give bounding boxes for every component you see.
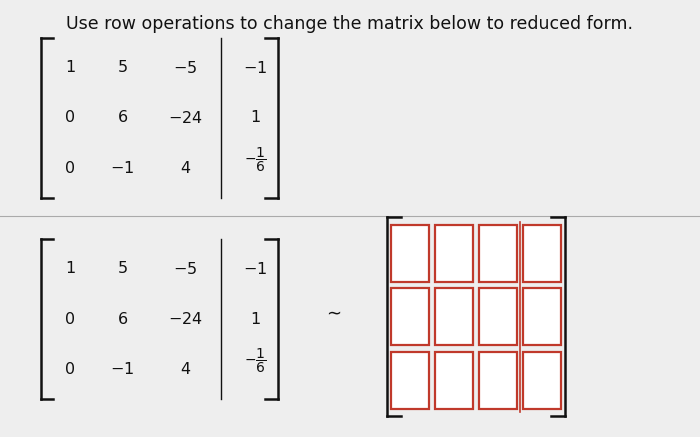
Text: 1: 1 [251, 312, 260, 326]
Text: 0: 0 [65, 362, 75, 377]
Bar [435, 288, 473, 345]
Text: Use row operations to change the matrix below to reduced form.: Use row operations to change the matrix … [66, 15, 634, 33]
Text: $-1$: $-1$ [244, 60, 267, 76]
Bar [435, 352, 473, 409]
Text: $-\dfrac{1}{6}$: $-\dfrac{1}{6}$ [244, 146, 267, 173]
Text: 1: 1 [251, 111, 260, 125]
Bar [391, 352, 429, 409]
Text: $-\dfrac{1}{6}$: $-\dfrac{1}{6}$ [244, 347, 267, 375]
Bar [523, 352, 561, 409]
Text: 1: 1 [65, 60, 75, 75]
Text: 6: 6 [118, 111, 127, 125]
Text: $-24$: $-24$ [168, 110, 203, 126]
Bar [479, 288, 517, 345]
Text: 5: 5 [118, 261, 127, 276]
Text: $-24$: $-24$ [168, 311, 203, 327]
Bar [523, 288, 561, 345]
Text: 4: 4 [181, 362, 190, 377]
Text: $-5$: $-5$ [174, 261, 197, 277]
Text: 0: 0 [65, 111, 75, 125]
Bar [479, 225, 517, 282]
Text: 5: 5 [118, 60, 127, 75]
Text: 6: 6 [118, 312, 127, 326]
Text: $-5$: $-5$ [174, 60, 197, 76]
Bar [391, 288, 429, 345]
Text: $\sim$: $\sim$ [323, 303, 342, 322]
Bar [435, 225, 473, 282]
Text: 0: 0 [65, 161, 75, 176]
Text: $-1$: $-1$ [111, 160, 134, 176]
Text: $-1$: $-1$ [244, 261, 267, 277]
Text: 1: 1 [65, 261, 75, 276]
Text: $-1$: $-1$ [111, 361, 134, 377]
Text: 0: 0 [65, 312, 75, 326]
Bar [479, 352, 517, 409]
Text: 4: 4 [181, 161, 190, 176]
Bar [523, 225, 561, 282]
Bar [391, 225, 429, 282]
